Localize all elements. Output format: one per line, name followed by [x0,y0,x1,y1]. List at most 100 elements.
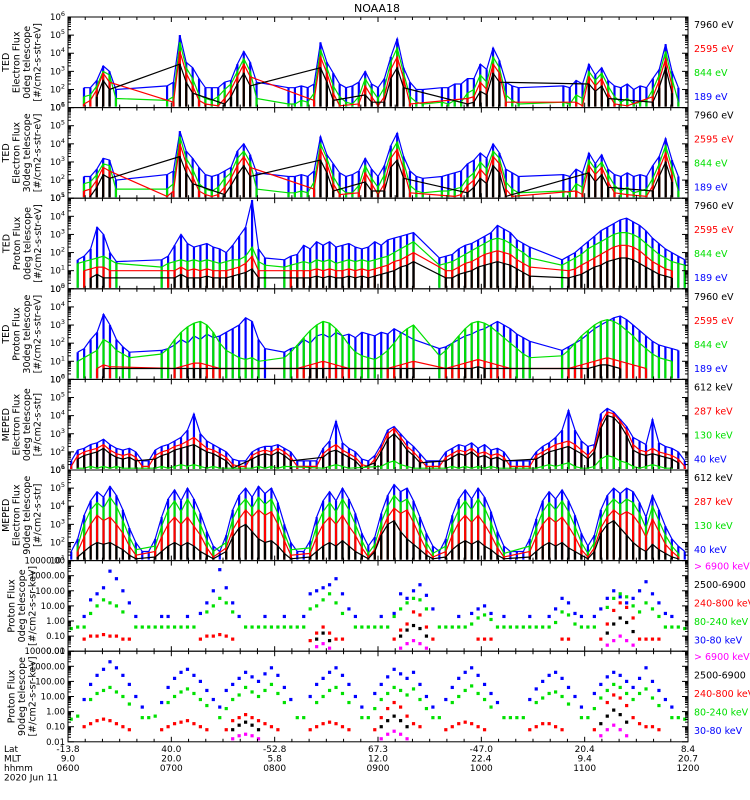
point [644,725,648,729]
point [89,722,93,726]
point [82,725,86,729]
point [605,622,609,626]
point [282,685,286,690]
point [457,625,461,629]
point [515,625,519,629]
point [392,637,396,641]
y-axis-label-line: [#/cm2-s-sr-keV] [28,656,39,736]
point [625,703,629,708]
point [321,676,325,680]
point [89,682,93,687]
point [392,729,396,733]
point [650,637,655,641]
point [579,716,584,720]
point [470,666,474,670]
point [269,625,274,629]
series-7-240-800-keV [82,601,661,643]
point [89,697,93,702]
point [340,592,345,596]
y-tick-label: 103 [50,427,65,440]
point [482,637,487,641]
point [612,622,616,626]
point [560,728,564,732]
y-axis-label-line: [#/cm2-s-str-eV] [33,295,44,374]
point [650,679,655,683]
series-line [96,357,647,370]
point [340,637,345,641]
y-tick-label: 103 [50,155,65,168]
point [185,625,190,629]
point [476,616,480,620]
point [308,694,312,699]
point [605,605,609,610]
point [586,716,590,720]
point [605,714,609,718]
y-axis-label-line: TED [1,53,12,73]
point [114,690,119,694]
point [418,583,422,587]
y-tick-label: 102 [50,535,65,548]
y-axis-label-line: TED [1,143,12,163]
point [599,637,603,641]
legend-entry: 2595 eV [694,316,734,327]
legend-entry: 7960 eV [694,20,734,31]
point [637,610,642,614]
point [663,611,667,616]
point [586,625,590,629]
x-tick-label-mlt: 5.8 [268,754,283,764]
point [82,614,86,619]
point [282,700,286,705]
point [411,623,416,628]
y-tick-exponent: 3 [61,517,65,525]
point [657,614,661,619]
y-axis-label-line: Proton Flux [7,669,18,723]
point [411,670,416,674]
point [631,629,635,634]
point [166,685,170,690]
legend-entry: 844 eV [694,340,728,351]
point [321,642,325,646]
point [489,637,493,641]
point [386,625,390,629]
point [185,614,190,619]
point [399,592,403,596]
point [418,626,422,631]
legend-entry: 612 keV [694,382,733,393]
point [205,610,209,614]
point [502,614,506,619]
point [392,667,396,671]
point [211,634,215,638]
point [657,688,661,693]
y-tick-label: 104 [50,209,65,222]
point [599,607,603,611]
y-axis-label: TEDElectron Flux0deg telescope[#/cm2-s-s… [1,23,44,102]
point [69,717,73,721]
point [127,728,131,732]
point [482,613,487,617]
series-7-30-80-keV [82,568,674,619]
legend-entry: 40 keV [694,545,727,556]
point [618,685,622,690]
y-tick-exponent: 3 [61,155,65,163]
point [172,694,177,699]
series-line [77,507,679,558]
point [670,614,674,619]
point [573,694,577,699]
series-line [77,199,686,263]
point [399,646,403,650]
point [592,625,596,629]
point [218,596,222,600]
point [353,625,357,629]
point [399,688,403,693]
point [224,728,228,732]
series-line [90,257,673,279]
legend-entry: 80-240 keV [694,708,749,719]
point [560,637,564,641]
point [140,705,144,709]
point [592,706,596,711]
point [379,614,383,619]
y-tick-exponent: 5 [61,191,65,199]
